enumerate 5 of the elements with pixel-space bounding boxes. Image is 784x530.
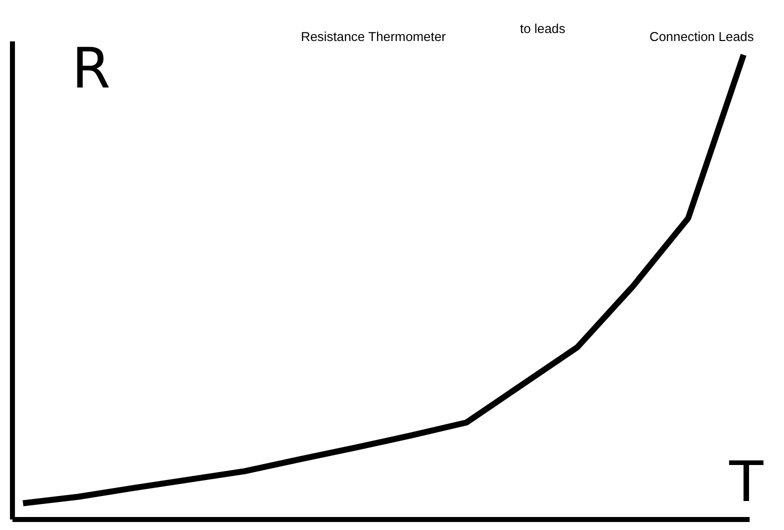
text: to leads <box>520 20 566 36</box>
x-axis-title: T <box>728 450 764 516</box>
text: Connection Leads <box>650 28 754 44</box>
y-axis-title: R <box>72 36 110 102</box>
text: Resistance Thermometer <box>300 28 447 44</box>
